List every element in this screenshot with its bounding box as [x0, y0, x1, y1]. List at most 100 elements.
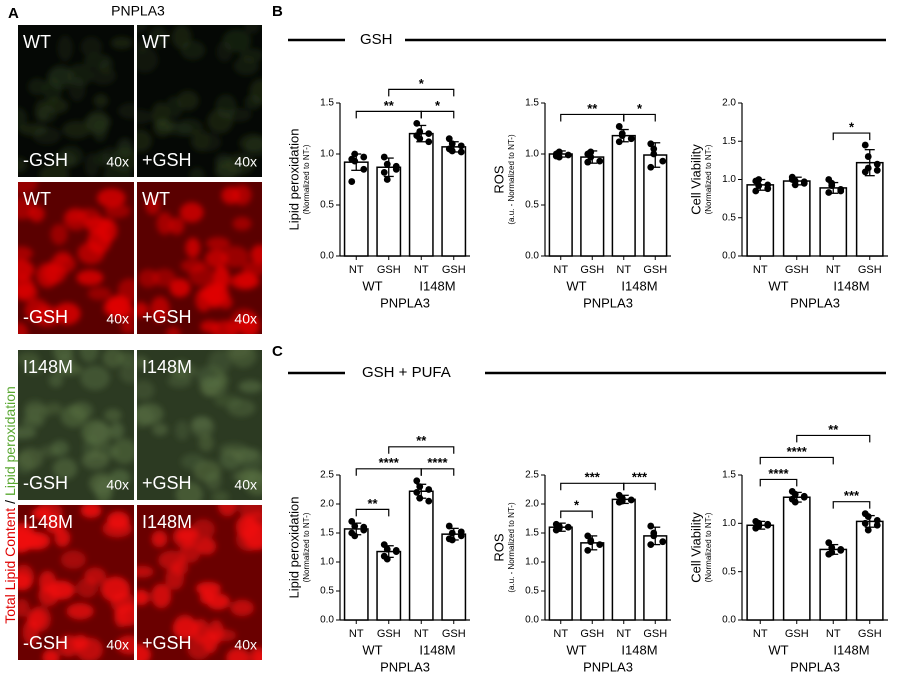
- tile-magnification: 40x: [106, 637, 129, 653]
- cell: [198, 434, 214, 452]
- cell: [22, 619, 39, 645]
- tile-treatment: +GSH: [142, 473, 192, 493]
- cell: [18, 447, 43, 470]
- error-bar: [864, 514, 875, 528]
- data-point: [351, 532, 359, 540]
- x-tick-label: NT: [553, 628, 568, 640]
- cell: [172, 617, 200, 640]
- significance-label: ****: [787, 444, 808, 459]
- significance-label: **: [367, 496, 378, 511]
- cell: [230, 273, 260, 290]
- y-tick-label: 1.0: [722, 174, 736, 185]
- cell: [226, 648, 250, 660]
- significance-label: *: [637, 101, 643, 116]
- cell: [206, 279, 223, 304]
- bar: [643, 535, 668, 621]
- x-axis-label: PNPLA3: [583, 659, 633, 674]
- data-point: [828, 182, 836, 190]
- error-bar: [351, 522, 362, 536]
- data-point: [837, 546, 845, 553]
- tile-treatment: -GSH: [23, 307, 68, 327]
- error-bar: [587, 150, 598, 164]
- y-tick-label: 1.5: [320, 98, 334, 109]
- data-point: [348, 178, 356, 185]
- y-tick-label: 2.5: [320, 470, 334, 481]
- data-point: [413, 477, 421, 485]
- y-axis-label: Cell Viability: [688, 512, 703, 583]
- cell: [232, 216, 252, 231]
- cell: [102, 519, 133, 538]
- bar: [580, 542, 605, 621]
- error-bar: [555, 150, 566, 158]
- cell: [118, 351, 134, 367]
- data-point: [383, 160, 391, 168]
- y-tick-label: 1.5: [525, 98, 539, 109]
- error-bar: [351, 153, 362, 171]
- group-label: I148M: [833, 642, 869, 657]
- error-bar: [650, 142, 661, 168]
- y-tick-label: 2.5: [525, 470, 539, 481]
- significance-label: **: [384, 98, 395, 113]
- bar: [408, 132, 434, 257]
- micrograph: [137, 350, 262, 500]
- significance-label: *: [435, 98, 441, 113]
- cell: [137, 643, 152, 660]
- tile-treatment: -GSH: [23, 150, 68, 170]
- data-point: [360, 153, 368, 161]
- data-point: [861, 141, 869, 149]
- cell: [151, 530, 168, 548]
- cell: [137, 565, 154, 578]
- x-tick-label: GSH: [580, 628, 604, 640]
- cell: [39, 164, 70, 177]
- micrograph: [18, 350, 134, 500]
- cell: [218, 295, 233, 309]
- significance-bracket: [560, 510, 593, 519]
- cell: [24, 399, 46, 416]
- group-label: I148M: [621, 278, 657, 293]
- panel-letter: A: [8, 5, 19, 22]
- cell: [214, 160, 238, 177]
- x-tick-label: GSH: [858, 264, 882, 276]
- cell: [114, 602, 134, 627]
- data-point: [659, 157, 667, 165]
- data-point: [596, 541, 604, 548]
- bar-chart: 0.0 0.5 1.0 1.5 2.0 2.5 ROS (a.u. - Normalized …: [491, 470, 671, 674]
- cell: [80, 365, 110, 391]
- cell: [185, 237, 201, 258]
- y-axis-note: (Normalized to NT-): [302, 144, 311, 214]
- panel-heading: GSH: [360, 31, 393, 48]
- tile-treatment: +GSH: [142, 633, 192, 653]
- bar: [548, 526, 573, 621]
- micrograph: [137, 505, 262, 660]
- cell: [80, 36, 103, 58]
- significance-label: **: [416, 433, 427, 448]
- cell: [18, 246, 33, 261]
- cell: [66, 602, 94, 620]
- cell: [18, 259, 35, 281]
- bar: [611, 134, 636, 257]
- data-point: [825, 189, 833, 196]
- cell: [109, 469, 131, 487]
- cell: [23, 361, 44, 374]
- error-bar: [791, 176, 802, 186]
- tile-magnification: 40x: [234, 477, 257, 493]
- x-tick-label: NT: [414, 264, 429, 276]
- cells: [18, 35, 134, 177]
- tile-magnification: 40x: [106, 154, 129, 170]
- cell: [225, 350, 252, 359]
- cell: [93, 93, 109, 108]
- x-tick-label: NT: [414, 628, 429, 640]
- cell: [117, 103, 134, 119]
- x-tick-label: GSH: [377, 264, 401, 276]
- error-bar: [618, 128, 629, 143]
- x-tick-label: GSH: [858, 628, 882, 640]
- data-point: [564, 151, 572, 159]
- tile-treatment: +GSH: [142, 307, 192, 327]
- data-point: [752, 187, 760, 195]
- tile-genotype: WT: [142, 32, 170, 52]
- error-bar: [864, 149, 875, 177]
- x-axis-label: PNPLA3: [380, 295, 430, 310]
- tile-magnification: 40x: [234, 311, 257, 327]
- cell: [171, 560, 189, 576]
- y-tick-label: 0.5: [320, 200, 334, 211]
